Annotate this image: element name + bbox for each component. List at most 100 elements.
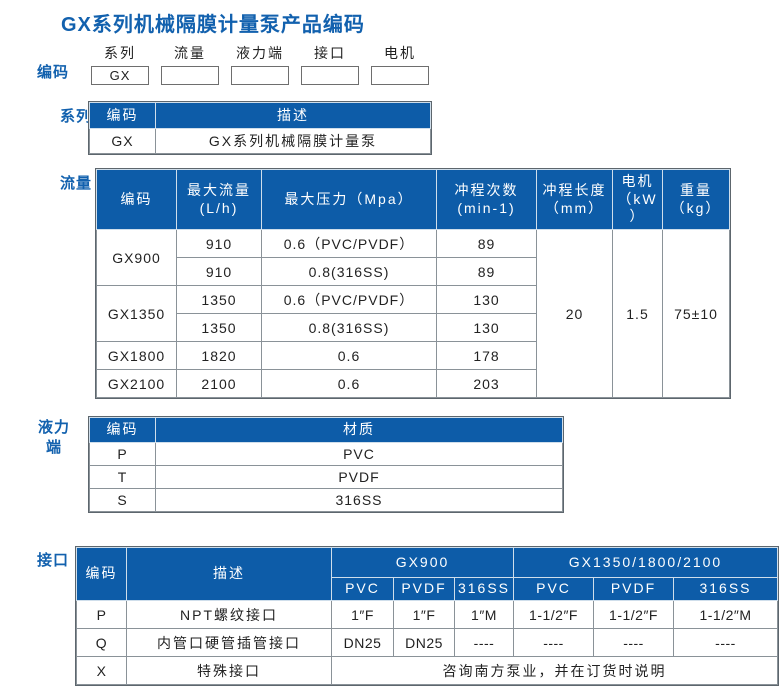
code-builder: 系列 GX 流量 液力端 接口 电机 — [91, 43, 429, 85]
interface-col-desc: 描述 — [126, 547, 332, 601]
table-row: 910 0.8(316SS) 89 — [97, 257, 730, 286]
interface-value: 1″F — [393, 600, 455, 629]
interface-value: ---- — [593, 628, 675, 657]
table-row: T PVDF — [89, 465, 563, 489]
interface-value: DN25 — [331, 628, 394, 657]
code-field-label: 流量 — [174, 45, 206, 61]
max-pressure: 0.6（PVC/PVDF） — [261, 285, 437, 314]
interface-value: ---- — [513, 628, 595, 657]
interface-sub-pvc: PVC — [331, 577, 394, 601]
stroke-rate: 89 — [436, 229, 537, 258]
interface-value: DN25 — [393, 628, 455, 657]
table-row: Q 内管口硬管插管接口 DN25 DN25 ---- ---- ---- ---… — [76, 628, 778, 657]
interface-sub-316ss: 316SS — [673, 577, 778, 601]
flow-col-weight: 重量 （kg） — [662, 169, 730, 230]
series-table: 编码 描述 GX GX系列机械隔膜计量泵 — [88, 101, 432, 155]
code-field-box — [371, 66, 429, 85]
series-desc: GX系列机械隔膜计量泵 — [155, 128, 431, 154]
code-field-motor: 电机 — [371, 43, 429, 85]
interface-sub-pvc: PVC — [513, 577, 595, 601]
interface-group-gx900: GX900 — [330, 547, 515, 578]
table-row: GX2100 2100 0.6 203 — [96, 369, 730, 398]
table-row: 1350 0.8(316SS) 130 — [97, 313, 730, 342]
section-label-series: 系列 — [60, 108, 93, 125]
max-flow: 1350 — [176, 313, 262, 342]
code-field-label: 电机 — [384, 45, 416, 61]
code-field-box — [161, 66, 219, 85]
flow-table: 编码 最大流量 (L/h) 最大压力（Mpa） 冲程次数 (min-1) 冲程长… — [95, 168, 731, 399]
interface-value: 1-1/2″F — [513, 600, 595, 629]
series-code: GX — [89, 128, 156, 154]
model-code: GX900 — [96, 229, 177, 286]
page-title: GX系列机械隔膜计量泵产品编码 — [61, 14, 365, 36]
liquid-end-col-code: 编码 — [89, 417, 156, 443]
interface-value: 1″M — [453, 600, 515, 629]
stroke-length: 20 — [536, 229, 613, 398]
liquid-end-material: 316SS — [155, 488, 563, 512]
max-pressure: 0.8(316SS) — [261, 257, 437, 286]
code-field-label: 系列 — [104, 45, 136, 61]
interface-code: P — [76, 600, 127, 629]
max-flow: 1820 — [176, 341, 262, 370]
model-code: GX1800 — [96, 341, 177, 370]
max-flow: 910 — [176, 257, 262, 286]
flow-col-max-flow: 最大流量 (L/h) — [176, 169, 262, 230]
model-code: GX2100 — [96, 369, 177, 398]
max-flow: 910 — [176, 229, 262, 258]
table-row: P NPT螺纹接口 1″F 1″F 1″M 1-1/2″F 1-1/2″F 1-… — [76, 600, 778, 629]
stroke-rate: 178 — [436, 341, 537, 370]
liquid-end-material: PVDF — [155, 465, 563, 489]
max-pressure: 0.6 — [261, 369, 437, 398]
table-row: P PVC — [89, 442, 563, 466]
interface-desc: 内管口硬管插管接口 — [126, 628, 332, 657]
code-field-flow: 流量 — [161, 43, 219, 85]
table-row: GX GX系列机械隔膜计量泵 — [89, 128, 431, 154]
interface-code: X — [76, 656, 127, 685]
stroke-rate: 130 — [436, 313, 537, 342]
interface-value: 1-1/2″M — [673, 600, 778, 629]
interface-value: ---- — [453, 628, 515, 657]
interface-sub-pvdf: PVDF — [593, 577, 675, 601]
code-field-box — [231, 66, 289, 85]
flow-col-stroke-rate: 冲程次数 (min-1) — [436, 169, 537, 230]
liquid-end-col-material: 材质 — [155, 417, 563, 443]
stroke-rate: 130 — [436, 285, 537, 314]
code-field-label: 液力端 — [236, 45, 284, 61]
liquid-end-table: 编码 材质 P PVC T PVDF S 316SS — [88, 416, 564, 513]
code-field-box — [301, 66, 359, 85]
motor-kw: 1.5 — [612, 229, 663, 398]
liquid-end-code: S — [89, 488, 156, 512]
stroke-rate: 89 — [436, 257, 537, 286]
code-field-series: 系列 GX — [91, 43, 149, 85]
code-field-box: GX — [91, 66, 149, 85]
code-row-label: 编码 — [37, 64, 70, 81]
interface-desc: NPT螺纹接口 — [126, 600, 332, 629]
flow-col-stroke-length: 冲程长度 （mm） — [536, 169, 613, 230]
flow-col-motor: 电机 （kW ） — [612, 169, 663, 230]
max-pressure: 0.8(316SS) — [261, 313, 437, 342]
series-col-desc: 描述 — [155, 102, 431, 129]
max-pressure: 0.6（PVC/PVDF） — [261, 229, 437, 258]
model-code: GX1350 — [96, 285, 177, 342]
max-pressure: 0.6 — [261, 341, 437, 370]
section-label-interface: 接口 — [37, 552, 70, 569]
section-label-liquid-end: 液力端 — [37, 419, 70, 456]
code-field-interface: 接口 — [301, 43, 359, 85]
table-row: GX900 910 0.6（PVC/PVDF） 89 20 1.5 75±10 — [96, 229, 730, 398]
interface-group-gx1350-1800-2100: GX1350/1800/2100 — [513, 547, 778, 578]
interface-col-code: 编码 — [76, 547, 127, 601]
table-row: S 316SS — [89, 488, 563, 512]
interface-value: 1-1/2″F — [593, 600, 675, 629]
weight-kg: 75±10 — [662, 229, 730, 398]
stroke-rate: 203 — [436, 369, 537, 398]
flow-col-code: 编码 — [96, 169, 177, 230]
interface-desc: 特殊接口 — [126, 656, 332, 685]
table-row: GX1800 1820 0.6 178 — [96, 341, 730, 370]
liquid-end-code: T — [89, 465, 156, 489]
code-field-liquid-end: 液力端 — [231, 43, 289, 85]
interface-sub-pvdf: PVDF — [393, 577, 455, 601]
liquid-end-code: P — [89, 442, 156, 466]
interface-value: 1″F — [331, 600, 394, 629]
max-flow: 2100 — [176, 369, 262, 398]
